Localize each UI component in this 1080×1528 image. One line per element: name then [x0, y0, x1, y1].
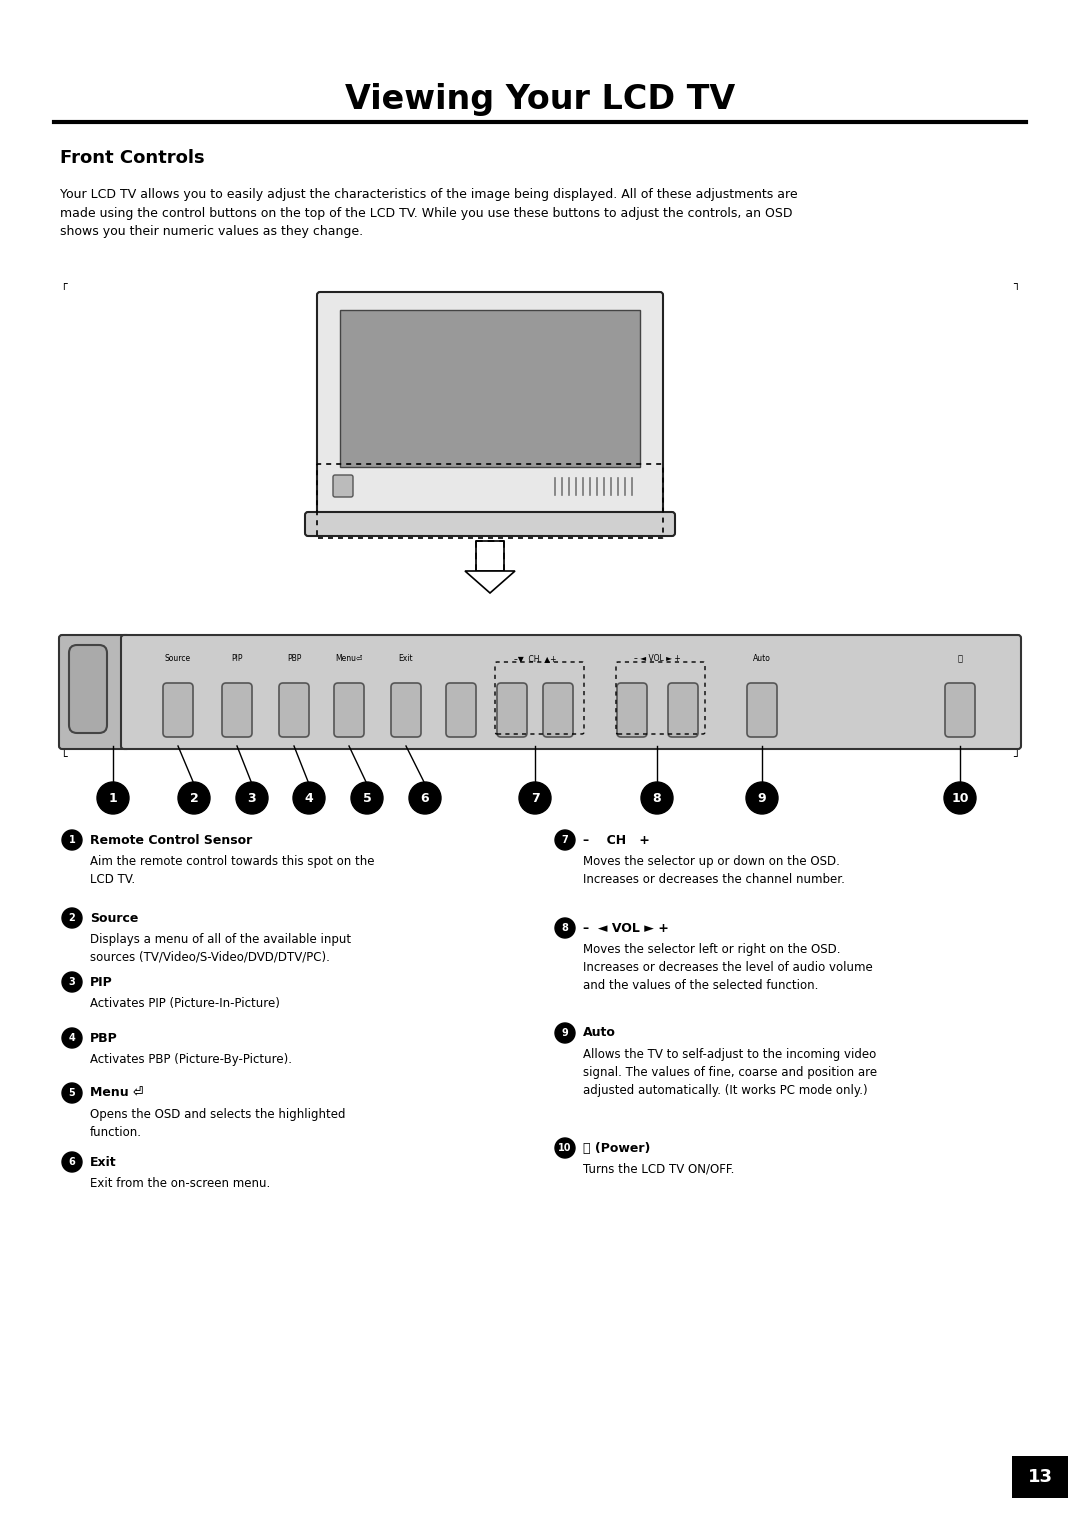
FancyBboxPatch shape [222, 683, 252, 736]
Text: Your LCD TV allows you to easily adjust the characteristics of the image being d: Your LCD TV allows you to easily adjust … [60, 188, 798, 238]
Text: Moves the selector left or right on the OSD.
Increases or decreases the level of: Moves the selector left or right on the … [583, 943, 873, 992]
FancyBboxPatch shape [945, 683, 975, 736]
FancyBboxPatch shape [163, 683, 193, 736]
Circle shape [642, 782, 673, 814]
Circle shape [62, 1028, 82, 1048]
Text: Moves the selector up or down on the OSD.
Increases or decreases the channel num: Moves the selector up or down on the OSD… [583, 856, 845, 886]
FancyBboxPatch shape [391, 683, 421, 736]
Text: Viewing Your LCD TV: Viewing Your LCD TV [345, 84, 735, 116]
Text: 6: 6 [421, 792, 430, 805]
Bar [476, 541, 504, 571]
FancyBboxPatch shape [59, 636, 130, 749]
Text: 3: 3 [247, 792, 256, 805]
Bar [1012, 1456, 1068, 1497]
Circle shape [555, 1024, 575, 1044]
Circle shape [62, 1152, 82, 1172]
Text: –▼  CH  ▲+: –▼ CH ▲+ [514, 654, 556, 663]
Circle shape [351, 782, 383, 814]
Text: 1: 1 [109, 792, 118, 805]
Text: ⏻ (Power): ⏻ (Power) [583, 1141, 650, 1155]
FancyBboxPatch shape [333, 475, 353, 497]
Circle shape [555, 830, 575, 850]
Text: 1: 1 [69, 834, 76, 845]
FancyBboxPatch shape [669, 683, 698, 736]
Text: Front Controls: Front Controls [60, 150, 204, 167]
Text: Activates PBP (Picture-By-Picture).: Activates PBP (Picture-By-Picture). [90, 1053, 292, 1067]
Circle shape [555, 918, 575, 938]
Text: Exit: Exit [399, 654, 414, 663]
Text: Source: Source [165, 654, 191, 663]
Circle shape [62, 1083, 82, 1103]
Circle shape [409, 782, 441, 814]
Text: 9: 9 [758, 792, 767, 805]
Text: Activates PIP (Picture-In-Picture): Activates PIP (Picture-In-Picture) [90, 996, 280, 1010]
Circle shape [944, 782, 976, 814]
Text: ┘: ┘ [1013, 752, 1020, 762]
Text: ┌: ┌ [60, 280, 67, 290]
Text: ┐: ┐ [1013, 280, 1020, 290]
FancyBboxPatch shape [446, 683, 476, 736]
Text: 3: 3 [69, 976, 76, 987]
Text: PBP: PBP [90, 1031, 118, 1045]
Text: Source: Source [90, 912, 138, 924]
FancyBboxPatch shape [617, 683, 647, 736]
FancyBboxPatch shape [543, 683, 573, 736]
Text: PIP: PIP [90, 975, 112, 989]
FancyBboxPatch shape [279, 683, 309, 736]
Text: Allows the TV to self-adjust to the incoming video
signal. The values of fine, c: Allows the TV to self-adjust to the inco… [583, 1048, 877, 1097]
Circle shape [62, 908, 82, 927]
FancyBboxPatch shape [747, 683, 777, 736]
Text: 8: 8 [562, 923, 568, 934]
Text: 2: 2 [190, 792, 199, 805]
Text: ⏻: ⏻ [958, 654, 962, 663]
Text: Turns the LCD TV ON/OFF.: Turns the LCD TV ON/OFF. [583, 1163, 734, 1177]
Text: 4: 4 [305, 792, 313, 805]
Text: 5: 5 [69, 1088, 76, 1099]
Text: Menu⏎: Menu⏎ [335, 654, 363, 663]
Text: Opens the OSD and selects the highlighted
function.: Opens the OSD and selects the highlighte… [90, 1108, 346, 1138]
Text: – ◄ VOL ► +: – ◄ VOL ► + [634, 654, 680, 663]
Text: Menu ⏎: Menu ⏎ [90, 1086, 144, 1100]
Circle shape [97, 782, 129, 814]
FancyBboxPatch shape [121, 636, 1021, 749]
FancyBboxPatch shape [69, 645, 107, 733]
Text: 6: 6 [69, 1157, 76, 1167]
Bar [340, 310, 640, 468]
Text: 4: 4 [69, 1033, 76, 1044]
Text: Exit from the on-screen menu.: Exit from the on-screen menu. [90, 1177, 270, 1190]
Polygon shape [465, 571, 515, 593]
Text: Auto: Auto [753, 654, 771, 663]
Circle shape [555, 1138, 575, 1158]
Text: 7: 7 [562, 834, 568, 845]
Text: 7: 7 [530, 792, 539, 805]
FancyBboxPatch shape [318, 292, 663, 518]
FancyBboxPatch shape [305, 512, 675, 536]
Circle shape [62, 972, 82, 992]
Text: 8: 8 [652, 792, 661, 805]
Text: 9: 9 [562, 1028, 568, 1038]
Circle shape [62, 830, 82, 850]
Text: 5: 5 [363, 792, 372, 805]
FancyBboxPatch shape [497, 683, 527, 736]
Text: –  ◄ VOL ► +: – ◄ VOL ► + [583, 921, 669, 935]
Text: 10: 10 [558, 1143, 571, 1154]
Text: Aim the remote control towards this spot on the
LCD TV.: Aim the remote control towards this spot… [90, 856, 375, 886]
Circle shape [746, 782, 778, 814]
Text: –    CH   +: – CH + [583, 833, 650, 847]
Text: 10: 10 [951, 792, 969, 805]
Text: Remote Control Sensor: Remote Control Sensor [90, 833, 253, 847]
Text: └: └ [60, 752, 67, 762]
Text: Exit: Exit [90, 1155, 117, 1169]
FancyBboxPatch shape [334, 683, 364, 736]
Circle shape [293, 782, 325, 814]
Circle shape [178, 782, 210, 814]
Circle shape [519, 782, 551, 814]
Text: PBP: PBP [287, 654, 301, 663]
Text: Displays a menu of all of the available input
sources (TV/Video/S-Video/DVD/DTV/: Displays a menu of all of the available … [90, 934, 351, 964]
Circle shape [237, 782, 268, 814]
Text: 2: 2 [69, 914, 76, 923]
Text: PIP: PIP [231, 654, 243, 663]
Text: Auto: Auto [583, 1027, 616, 1039]
Text: 13: 13 [1027, 1468, 1053, 1487]
